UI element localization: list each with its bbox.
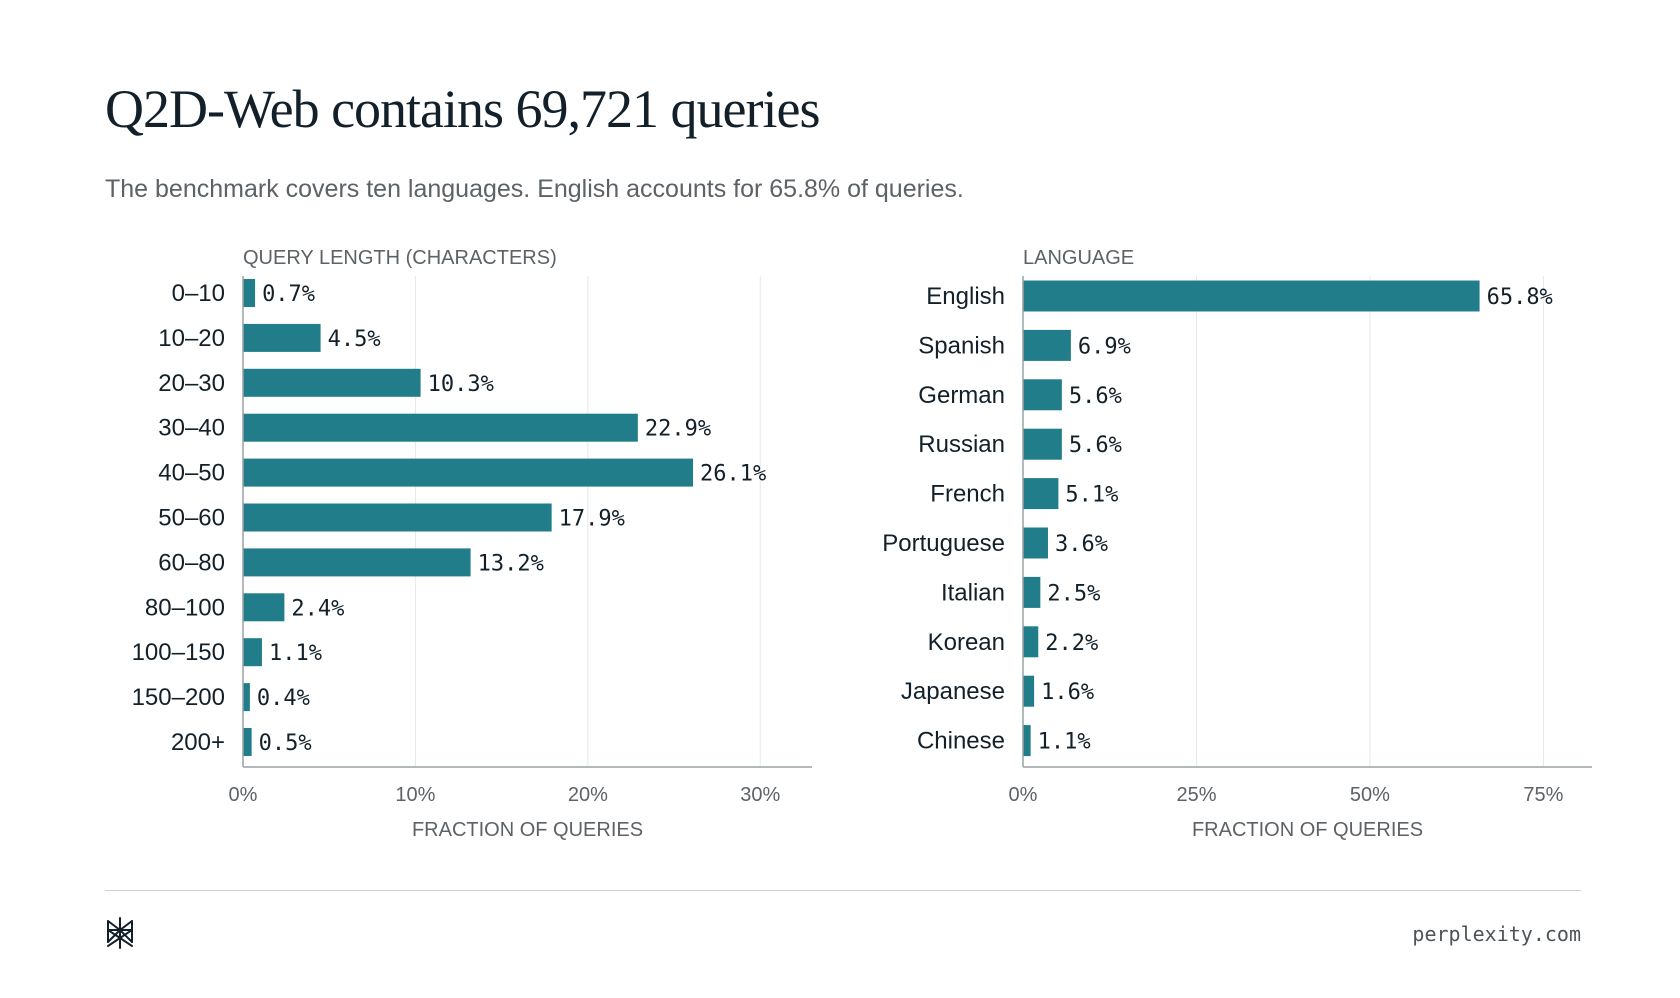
- length-bar: [243, 728, 252, 756]
- length-category-label: 0–10: [172, 280, 225, 307]
- length-bar: [243, 458, 694, 487]
- page-title: Q2D-Web contains 69,721 queries: [105, 79, 820, 139]
- page-subtitle: The benchmark covers ten languages. Engl…: [105, 175, 964, 203]
- length-value-label: 0.4%: [257, 686, 310, 711]
- length-bar: [243, 368, 421, 397]
- length-value-label: 1.1%: [269, 641, 322, 666]
- language-value-label: 3.6%: [1055, 532, 1108, 557]
- language-bar: [1023, 329, 1071, 361]
- length-value-label: 0.7%: [262, 282, 315, 307]
- footer-url: perplexity.com: [1412, 922, 1581, 946]
- language-x-axis-label: FRACTION OF QUERIES: [1192, 819, 1423, 841]
- language-bar: [1023, 478, 1059, 510]
- language-value-label: 5.6%: [1069, 433, 1122, 458]
- length-category-label: 50–60: [158, 505, 225, 532]
- language-category-label: Spanish: [918, 332, 1005, 359]
- length-value-label: 26.1%: [700, 462, 766, 487]
- length-bar: [243, 638, 262, 667]
- language-category-label: French: [930, 481, 1005, 508]
- length-value-label: 4.5%: [328, 327, 381, 352]
- language-value-label: 5.1%: [1065, 483, 1118, 508]
- footer-divider: [105, 890, 1581, 891]
- language-value-label: 6.9%: [1078, 334, 1131, 359]
- language-bar: [1023, 428, 1062, 460]
- language-x-tick-label: 0%: [1009, 784, 1038, 806]
- language-value-label: 2.5%: [1047, 581, 1100, 606]
- language-value-label: 2.2%: [1045, 631, 1098, 656]
- length-x-axis-label: FRACTION OF QUERIES: [412, 819, 643, 841]
- language-bar: [1023, 379, 1062, 411]
- language-category-label: Russian: [918, 431, 1005, 458]
- length-category-label: 150–200: [132, 684, 225, 711]
- length-value-label: 10.3%: [428, 372, 494, 397]
- language-chart-title: LANGUAGE: [1023, 247, 1134, 269]
- length-bar: [243, 593, 285, 622]
- length-x-tick-label: 0%: [229, 784, 258, 806]
- language-value-label: 1.1%: [1038, 730, 1091, 755]
- length-bar: [243, 323, 321, 352]
- length-value-label: 22.9%: [645, 417, 711, 442]
- length-chart-title: QUERY LENGTH (CHARACTERS): [243, 247, 557, 269]
- language-value-label: 5.6%: [1069, 384, 1122, 409]
- language-bar: [1023, 675, 1035, 707]
- language-category-label: Italian: [941, 579, 1005, 606]
- language-category-label: German: [918, 382, 1005, 409]
- length-x-tick-label: 20%: [568, 784, 608, 806]
- language-x-tick-label: 50%: [1350, 784, 1390, 806]
- language-value-label: 1.6%: [1041, 680, 1094, 705]
- length-category-label: 10–20: [158, 325, 225, 352]
- language-bar: [1023, 280, 1480, 312]
- language-bar: [1023, 576, 1041, 608]
- length-value-label: 2.4%: [291, 596, 344, 621]
- length-value-label: 17.9%: [559, 507, 625, 532]
- length-category-label: 20–30: [158, 370, 225, 397]
- language-bar: [1023, 626, 1039, 658]
- language-x-tick-label: 75%: [1523, 784, 1563, 806]
- length-bar: [243, 683, 250, 712]
- language-category-label: Chinese: [917, 728, 1005, 755]
- length-category-label: 80–100: [145, 594, 225, 621]
- language-category-label: Japanese: [901, 678, 1005, 705]
- perplexity-logo-icon: [107, 917, 133, 949]
- language-bar: [1023, 527, 1048, 559]
- language-category-label: Korean: [928, 629, 1005, 656]
- length-category-label: 60–80: [158, 549, 225, 576]
- language-value-label: 65.8%: [1487, 285, 1553, 310]
- length-value-label: 0.5%: [259, 731, 312, 756]
- length-category-label: 200+: [171, 729, 225, 756]
- language-bar: [1023, 725, 1031, 757]
- length-bar: [243, 279, 256, 307]
- length-category-label: 30–40: [158, 415, 225, 442]
- length-category-label: 40–50: [158, 460, 225, 487]
- length-bar: [243, 413, 638, 442]
- length-x-tick-label: 10%: [395, 784, 435, 806]
- language-category-label: Portuguese: [882, 530, 1005, 557]
- length-x-tick-label: 30%: [740, 784, 780, 806]
- length-value-label: 13.2%: [478, 551, 544, 576]
- length-category-label: 100–150: [132, 639, 225, 666]
- language-x-tick-label: 25%: [1176, 784, 1216, 806]
- length-bar: [243, 548, 471, 577]
- language-category-label: English: [926, 283, 1005, 310]
- length-bar: [243, 503, 552, 532]
